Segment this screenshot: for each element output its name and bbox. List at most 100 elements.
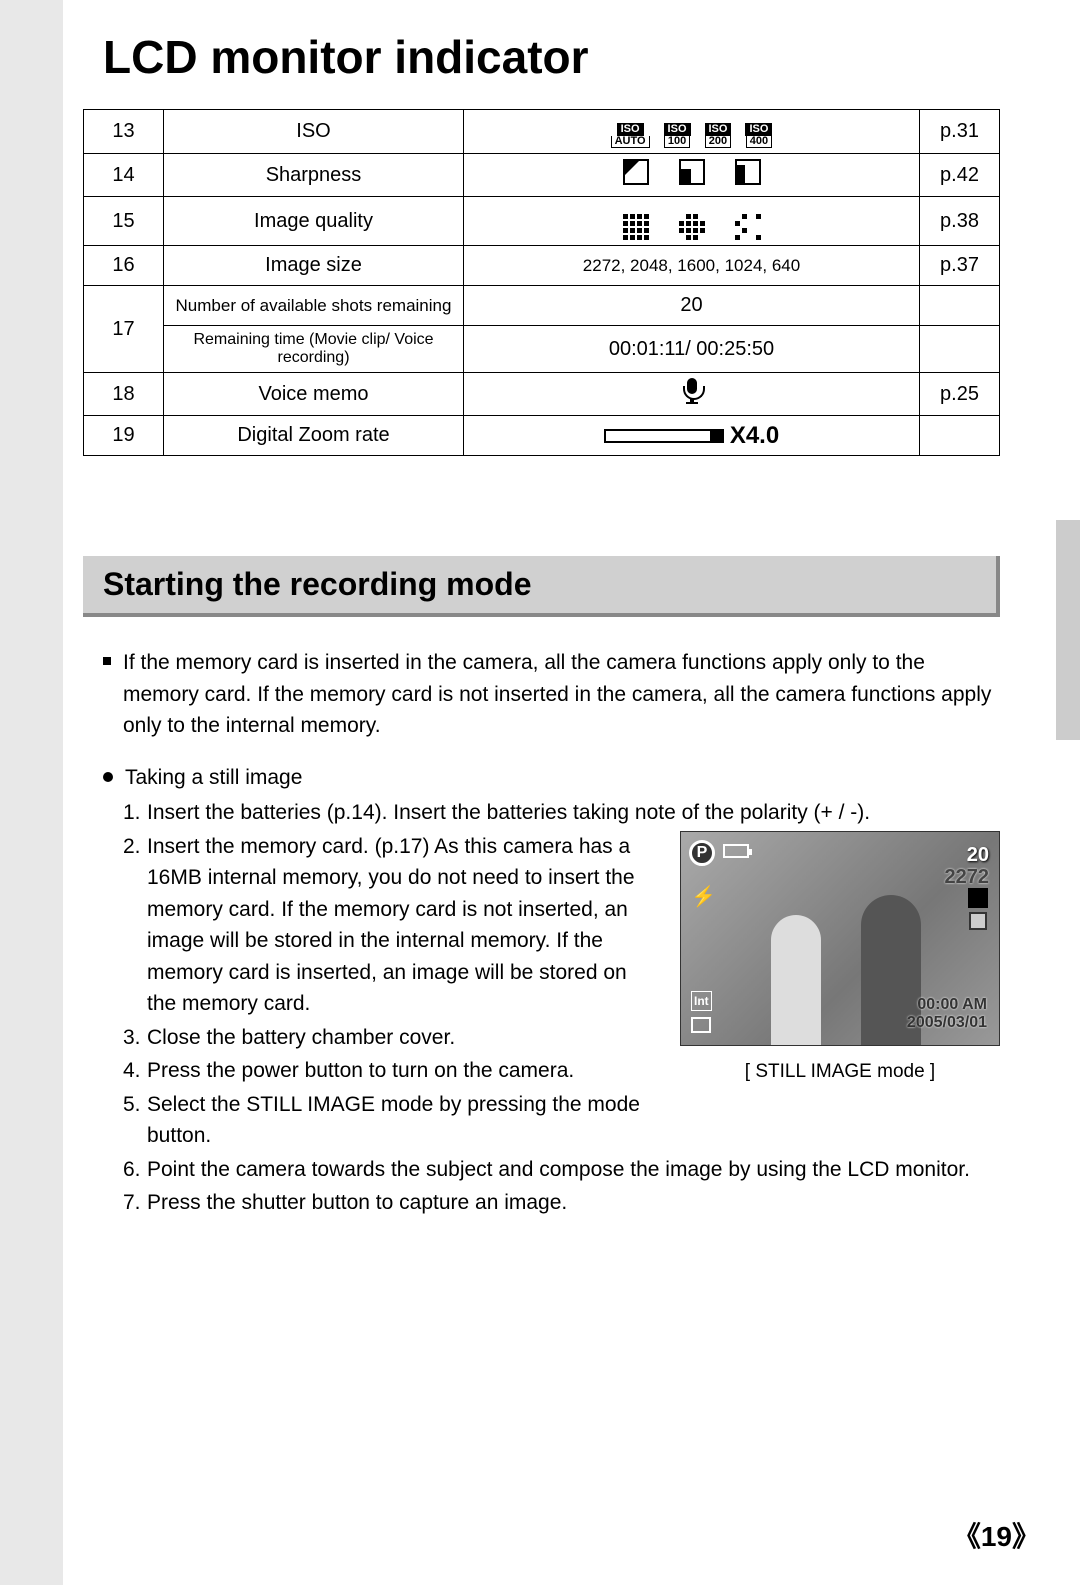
step-text: Select the STILL IMAGE mode by pressing … [147,1089,660,1152]
step-item: 6. Point the camera towards the subject … [123,1154,1000,1186]
quality-icon [679,214,705,240]
step-text: Point the camera towards the subject and… [147,1154,970,1186]
row-page [920,286,1000,326]
iso-icon: ISOAUTO [611,123,650,148]
section-header: Starting the recording mode [83,556,1000,617]
row-icon-cell: ISOAUTO ISO100 ISO200 ISO400 [464,110,920,154]
zoom-label: X4.0 [730,422,779,450]
row-page: p.37 [920,246,1000,286]
page-number: 《19》 [953,1515,1040,1555]
row-num: 13 [84,110,164,154]
square-bullet-icon [103,657,111,665]
row-num: 14 [84,154,164,197]
table-row: 13 ISO ISOAUTO ISO100 ISO200 ISO400 p.31 [84,110,1000,154]
table-row: 17 Number of available shots remaining 2… [84,286,1000,326]
mode-icon: P [689,840,715,866]
zoom-bar-icon [604,429,724,443]
row-value: 20 [464,286,920,326]
step-number: 2. [123,831,147,1020]
card-icon [691,1017,711,1033]
table-row: 18 Voice memo p.25 [84,373,1000,416]
indicator-table: 13 ISO ISOAUTO ISO100 ISO200 ISO400 p.31… [83,109,1000,456]
flash-icon: ⚡ [691,882,716,912]
row-name: Sharpness [164,154,464,197]
lcd-date: 2005/03/01 [907,1011,987,1035]
step-text: Press the shutter button to capture an i… [147,1187,567,1219]
page-content: LCD monitor indicator 13 ISO ISOAUTO ISO… [63,0,1020,1221]
step-text: Insert the memory card. (p.17) As this c… [147,831,660,1020]
quality-icon [623,214,649,240]
table-row: 14 Sharpness p.42 [84,154,1000,197]
row-page [920,326,1000,373]
row-num: 16 [84,246,164,286]
iso-icon: ISO100 [664,123,691,148]
row-page: p.25 [920,373,1000,416]
step-item: 3. Close the battery chamber cover. [123,1022,660,1054]
quality-icon [735,214,761,240]
quality-icon-group [623,214,761,240]
row-icon-cell [464,197,920,246]
step-number: 5. [123,1089,147,1152]
row-page: p.38 [920,197,1000,246]
row-value: 2272, 2048, 1600, 1024, 640 [464,246,920,286]
step-text: Insert the batteries (p.14). Insert the … [147,797,870,829]
lcd-quality-icon [968,888,987,907]
intro-bullet: If the memory card is inserted in the ca… [103,647,1000,742]
row-page: p.31 [920,110,1000,154]
row-value: 00:01:11/ 00:25:50 [464,326,920,373]
sharpness-icon-group [623,159,761,185]
row-num: 18 [84,373,164,416]
sharpness-icon [623,159,649,185]
lcd-caption: [ STILL IMAGE mode ] [680,1058,1000,1087]
body-text-block: If the memory card is inserted in the ca… [103,647,1000,1219]
row-icon-cell [464,154,920,197]
page-title: LCD monitor indicator [103,30,1000,84]
step-item: 1. Insert the batteries (p.14). Insert t… [123,797,1000,829]
step-number: 1. [123,797,147,829]
row-page: p.42 [920,154,1000,197]
step-text: Close the battery chamber cover. [147,1022,455,1054]
step-item: 4. Press the power button to turn on the… [123,1055,660,1087]
internal-memory-icon: Int [691,991,712,1011]
row-icon-cell [464,373,920,416]
right-tab-indicator [1056,520,1080,740]
lcd-preview: P ⚡ Int 20 2272 00:00 AM 2005/03/01 [680,831,1000,1046]
step-item: 2. Insert the memory card. (p.17) As thi… [123,831,660,1020]
numbered-steps: 1. Insert the batteries (p.14). Insert t… [123,797,1000,1219]
zoom-indicator: X4.0 [604,422,779,450]
row-page [920,416,1000,456]
iso-icon-group: ISOAUTO ISO100 ISO200 ISO400 [611,123,773,148]
step-text: Press the power button to turn on the ca… [147,1055,574,1087]
lcd-sharpness-icon [969,912,987,930]
subject-silhouette [771,915,821,1045]
microphone-icon [681,378,703,404]
step-item: 7. Press the shutter button to capture a… [123,1187,1000,1219]
table-row: Remaining time (Movie clip/ Voice record… [84,326,1000,373]
row-name: Digital Zoom rate [164,416,464,456]
row-name: Voice memo [164,373,464,416]
row-name: Remaining time (Movie clip/ Voice record… [164,326,464,373]
row-num: 15 [84,197,164,246]
step-item: 5. Select the STILL IMAGE mode by pressi… [123,1089,660,1152]
subtitle-bullet: Taking a still image [103,762,1000,794]
iso-icon: ISO200 [705,123,732,148]
row-num: 17 [84,286,164,373]
table-row: 16 Image size 2272, 2048, 1600, 1024, 64… [84,246,1000,286]
intro-text: If the memory card is inserted in the ca… [123,647,1000,742]
row-name: Number of available shots remaining [164,286,464,326]
step-number: 7. [123,1187,147,1219]
table-row: 19 Digital Zoom rate X4.0 [84,416,1000,456]
row-icon-cell: X4.0 [464,416,920,456]
row-num: 19 [84,416,164,456]
table-row: 15 Image quality p.38 [84,197,1000,246]
battery-icon [723,844,749,858]
sharpness-icon [679,159,705,185]
row-name: ISO [164,110,464,154]
sharpness-icon [735,159,761,185]
lcd-preview-wrap: P ⚡ Int 20 2272 00:00 AM 2005/03/01 [680,831,1000,1087]
step-number: 6. [123,1154,147,1186]
iso-icon: ISO400 [745,123,772,148]
step-number: 3. [123,1022,147,1054]
row-name: Image quality [164,197,464,246]
left-margin-bar [0,0,63,1585]
